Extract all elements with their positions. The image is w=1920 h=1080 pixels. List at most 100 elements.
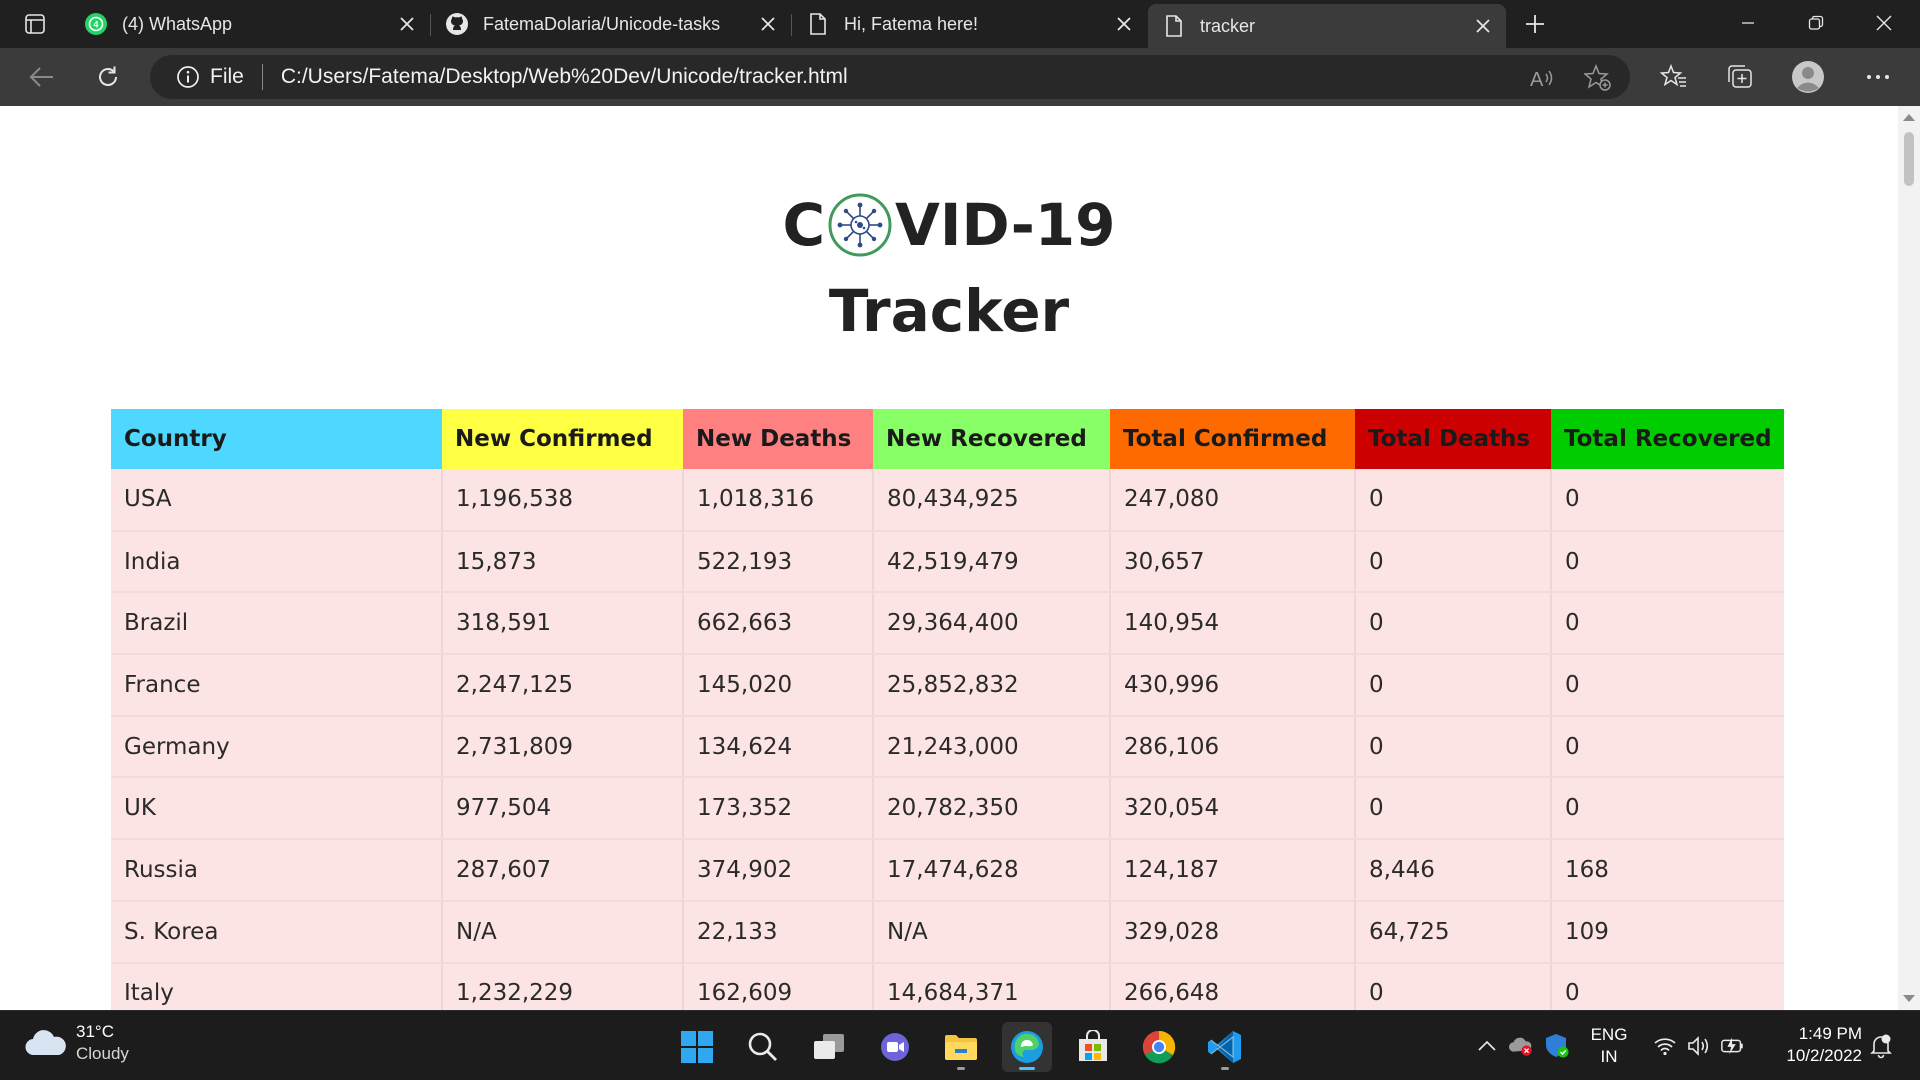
value-cell: 0 bbox=[1355, 715, 1552, 779]
value-cell: 662,663 bbox=[683, 592, 874, 656]
vscode-button[interactable] bbox=[1200, 1022, 1250, 1072]
value-cell: 286,106 bbox=[1110, 715, 1356, 779]
chrome-button[interactable] bbox=[1134, 1022, 1184, 1072]
region-code: IN bbox=[1600, 1047, 1618, 1066]
onedrive-status[interactable] bbox=[1508, 1033, 1534, 1059]
tab-strip: 4 (4) WhatsApp FatemaDolaria/Unicode-tas… bbox=[0, 0, 1920, 48]
store-button[interactable] bbox=[1068, 1022, 1118, 1072]
virus-logo-icon bbox=[827, 192, 893, 258]
favorites-button[interactable] bbox=[1654, 59, 1694, 95]
weather-widget[interactable]: 31°C Cloudy bbox=[24, 1021, 129, 1065]
scroll-down-icon[interactable] bbox=[1903, 995, 1915, 1002]
show-hidden-icons-button[interactable] bbox=[1474, 1033, 1500, 1059]
tab-whatsapp[interactable]: 4 (4) WhatsApp bbox=[70, 4, 430, 44]
table-header-row: Country New Confirmed New Deaths New Recove… bbox=[111, 409, 1784, 469]
tab-actions-button[interactable] bbox=[12, 8, 58, 40]
value-cell: N/A bbox=[442, 900, 684, 964]
value-cell: 1,196,538 bbox=[442, 469, 684, 532]
close-tab-icon[interactable] bbox=[1109, 9, 1139, 39]
value-cell: 30,657 bbox=[1110, 530, 1356, 594]
scrollbar-thumb[interactable] bbox=[1904, 132, 1914, 186]
vscode-icon bbox=[1208, 1031, 1241, 1063]
notifications-button[interactable] bbox=[1868, 1033, 1894, 1059]
task-view-icon bbox=[814, 1034, 844, 1059]
table-row: USA 1,196,538 1,018,316 80,434,925 247,080 0 0 bbox=[111, 469, 1784, 532]
value-cell: 140,954 bbox=[1110, 592, 1356, 656]
volume-status[interactable] bbox=[1686, 1033, 1712, 1059]
windows-security-status[interactable] bbox=[1544, 1033, 1570, 1059]
tab-hi-fatema[interactable]: Hi, Fatema here! bbox=[792, 4, 1147, 44]
page-icon bbox=[1162, 14, 1186, 38]
close-tab-icon[interactable] bbox=[753, 9, 783, 39]
value-cell: N/A bbox=[873, 900, 1111, 964]
value-cell: 145,020 bbox=[683, 654, 874, 717]
task-view-button[interactable] bbox=[804, 1022, 854, 1072]
value-cell: 25,852,832 bbox=[873, 654, 1111, 717]
country-cell: Brazil bbox=[111, 592, 443, 656]
value-cell: 329,028 bbox=[1110, 900, 1356, 964]
restore-icon bbox=[1808, 15, 1824, 30]
file-explorer-icon bbox=[945, 1035, 977, 1060]
value-cell: 0 bbox=[1551, 469, 1784, 532]
svg-text:A: A bbox=[1530, 69, 1544, 90]
value-cell: 0 bbox=[1551, 530, 1784, 594]
tab-divider bbox=[791, 14, 792, 36]
close-tab-icon[interactable] bbox=[1468, 11, 1498, 41]
clock-time: 1:49 PM bbox=[1798, 1024, 1862, 1043]
minimize-button[interactable] bbox=[1714, 0, 1782, 46]
value-cell: 134,624 bbox=[683, 715, 874, 779]
more-menu-button[interactable] bbox=[1858, 59, 1898, 95]
country-cell: Germany bbox=[111, 715, 443, 779]
teams-chat-button[interactable] bbox=[870, 1022, 920, 1072]
wifi-status[interactable] bbox=[1652, 1033, 1678, 1059]
address-bar[interactable]: File C:/Users/Fatema/Desktop/Web%20Dev/U… bbox=[150, 55, 1630, 99]
file-explorer-button[interactable] bbox=[936, 1022, 986, 1072]
new-tab-button[interactable] bbox=[1518, 8, 1552, 40]
minimize-icon bbox=[1742, 22, 1754, 24]
value-cell: 15,873 bbox=[442, 530, 684, 594]
wifi-icon bbox=[1654, 1038, 1676, 1056]
tab-title: Hi, Fatema here! bbox=[844, 13, 979, 34]
tab-github[interactable]: FatemaDolaria/Unicode-tasks bbox=[431, 4, 791, 44]
restore-button[interactable] bbox=[1782, 0, 1850, 46]
edge-button[interactable] bbox=[1002, 1022, 1052, 1072]
column-header: Total Recovered bbox=[1551, 409, 1784, 469]
add-favorite-icon[interactable] bbox=[1580, 64, 1616, 92]
back-button[interactable] bbox=[22, 59, 62, 95]
start-button[interactable] bbox=[672, 1022, 722, 1072]
close-tab-icon[interactable] bbox=[392, 9, 422, 39]
refresh-button[interactable] bbox=[88, 59, 128, 95]
running-indicator bbox=[957, 1067, 965, 1070]
profile-button[interactable] bbox=[1788, 59, 1828, 95]
column-header: Total Deaths bbox=[1355, 409, 1551, 469]
weather-temperature: 31°C bbox=[76, 1022, 114, 1041]
vertical-scrollbar[interactable] bbox=[1898, 106, 1920, 1010]
clock[interactable]: 1:49 PM 10/2/2022 bbox=[1768, 1023, 1862, 1067]
battery-status[interactable] bbox=[1720, 1033, 1746, 1059]
cloud-icon bbox=[25, 1030, 66, 1056]
value-cell: 318,591 bbox=[442, 592, 684, 656]
taskbar: 31°C Cloudy bbox=[0, 1010, 1920, 1080]
scroll-up-icon[interactable] bbox=[1903, 114, 1915, 121]
close-window-button[interactable] bbox=[1850, 0, 1918, 46]
search-button[interactable] bbox=[738, 1022, 788, 1072]
title-prefix: C bbox=[782, 191, 826, 259]
input-language[interactable]: ENG IN bbox=[1586, 1024, 1632, 1068]
volume-icon bbox=[1688, 1036, 1709, 1056]
value-cell: 8,446 bbox=[1355, 839, 1552, 902]
site-info-icon[interactable] bbox=[176, 65, 200, 89]
table-body: USA 1,196,538 1,018,316 80,434,925 247,080 0 0… bbox=[111, 469, 1784, 1010]
url-text[interactable]: C:/Users/Fatema/Desktop/Web%20Dev/Unicod… bbox=[280, 65, 848, 88]
country-cell: Russia bbox=[111, 839, 443, 902]
country-cell: India bbox=[111, 530, 443, 594]
value-cell: 109 bbox=[1551, 900, 1784, 964]
running-indicator bbox=[1019, 1067, 1035, 1070]
refresh-icon bbox=[99, 66, 117, 86]
value-cell: 80,434,925 bbox=[873, 469, 1111, 532]
value-cell: 0 bbox=[1355, 469, 1552, 532]
read-aloud-icon[interactable]: A bbox=[1524, 64, 1560, 92]
avatar-icon bbox=[1792, 61, 1824, 93]
value-cell: 0 bbox=[1355, 592, 1552, 656]
tab-tracker[interactable]: tracker bbox=[1148, 4, 1506, 48]
collections-button[interactable] bbox=[1720, 59, 1760, 95]
